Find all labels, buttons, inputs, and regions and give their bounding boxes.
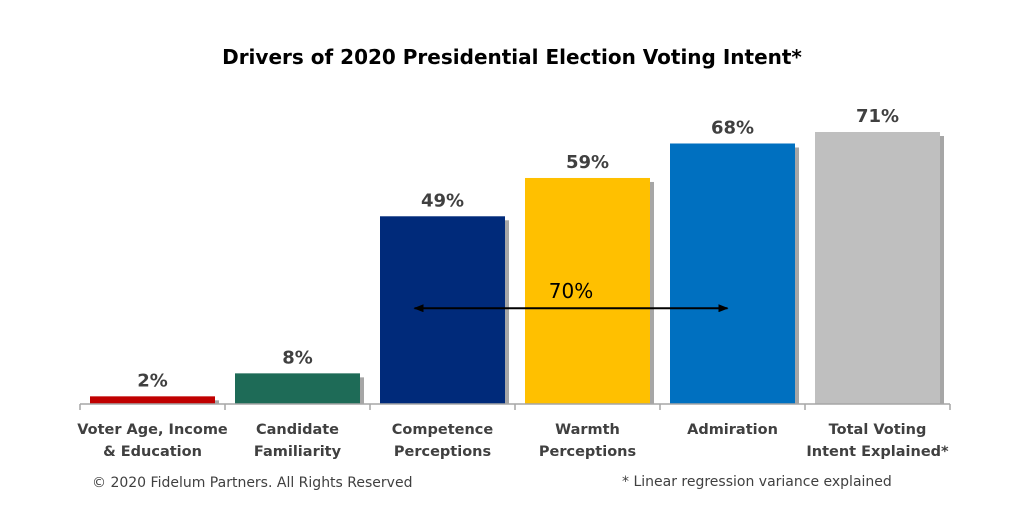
bar-4 <box>670 143 795 404</box>
value-label-0: 2% <box>137 370 168 391</box>
category-label-3-0: Warmth <box>555 422 620 438</box>
chart-title: Drivers of 2020 Presidential Election Vo… <box>222 45 802 69</box>
copyright-text: © 2020 Fidelum Partners. All Rights Rese… <box>92 475 412 491</box>
category-label-1-1: Familiarity <box>254 444 342 460</box>
bar-3 <box>525 177 650 404</box>
bar-2 <box>380 216 505 404</box>
category-label-0-1: & Education <box>103 444 202 460</box>
value-label-3: 59% <box>566 152 609 173</box>
category-label-5-1: Intent Explained* <box>806 444 949 460</box>
x-axis <box>79 403 951 410</box>
category-label-2-1: Perceptions <box>394 444 491 460</box>
category-label-0-0: Voter Age, Income <box>77 422 228 438</box>
category-label-4-0: Admiration <box>687 422 778 438</box>
value-label-1: 8% <box>282 347 313 368</box>
category-label-1-0: Candidate <box>256 422 339 438</box>
category-label-3-1: Perceptions <box>539 444 636 460</box>
category-label-2-0: Competence <box>392 422 494 438</box>
value-label-2: 49% <box>421 190 464 211</box>
value-label-4: 68% <box>711 117 754 138</box>
labels-layer: 2% Voter Age, Income & Education 8% Candidat… <box>77 106 949 460</box>
value-label-5: 71% <box>856 106 899 127</box>
category-label-5-0: Total Voting <box>829 422 927 438</box>
bar-0 <box>90 396 215 404</box>
bar-5 <box>815 132 940 404</box>
footnote-text: * Linear regression variance explained <box>622 474 892 490</box>
annotation-layer: 70% <box>413 279 729 313</box>
bars-layer <box>90 132 944 404</box>
bar-1 <box>235 373 360 404</box>
span-arrow-label: 70% <box>549 279 593 303</box>
